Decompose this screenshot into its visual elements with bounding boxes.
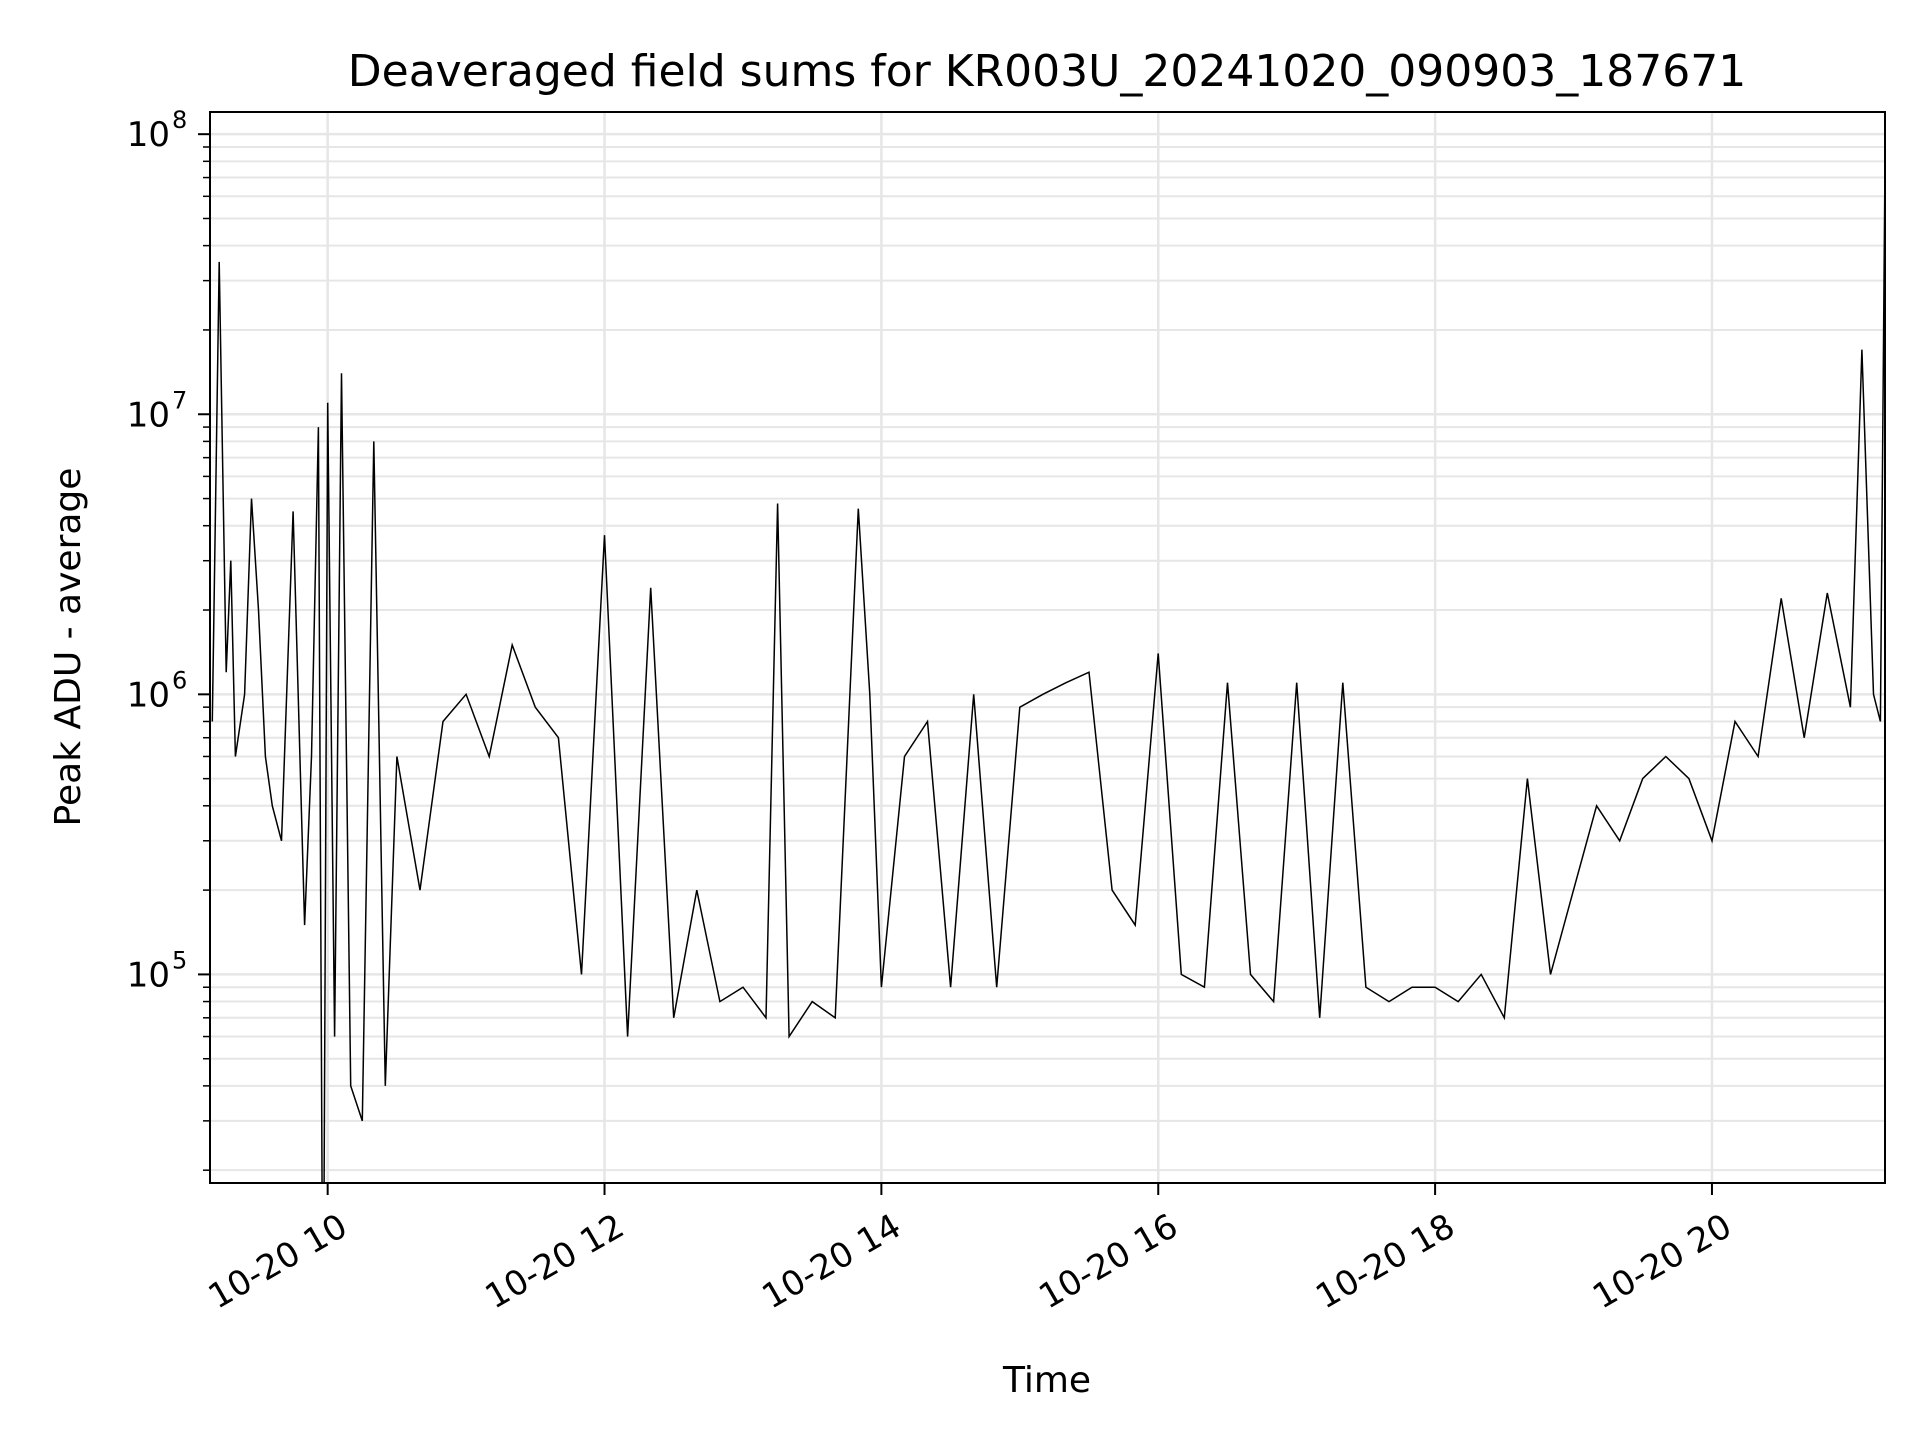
y-tick-label: 10 [127,955,170,995]
y-tick-label: 10 [127,115,170,155]
chart-title: Deaveraged field sums for KR003U_2024102… [348,46,1746,97]
series-line [211,161,1885,1183]
y-tick-label: 10 [127,675,170,715]
y-tick-exponent: 6 [172,666,187,694]
series-layer [211,161,1885,1183]
y-tick-exponent: 5 [172,946,187,974]
y-tick-exponent: 8 [172,106,187,134]
y-tick-label: 10 [127,395,170,435]
grid [210,112,1885,1183]
plot-frame [209,111,1886,1184]
x-axis-label: Time [1002,1360,1091,1401]
y-tick-exponent: 7 [172,386,187,414]
y-axis-label: Peak ADU - average [48,468,89,827]
